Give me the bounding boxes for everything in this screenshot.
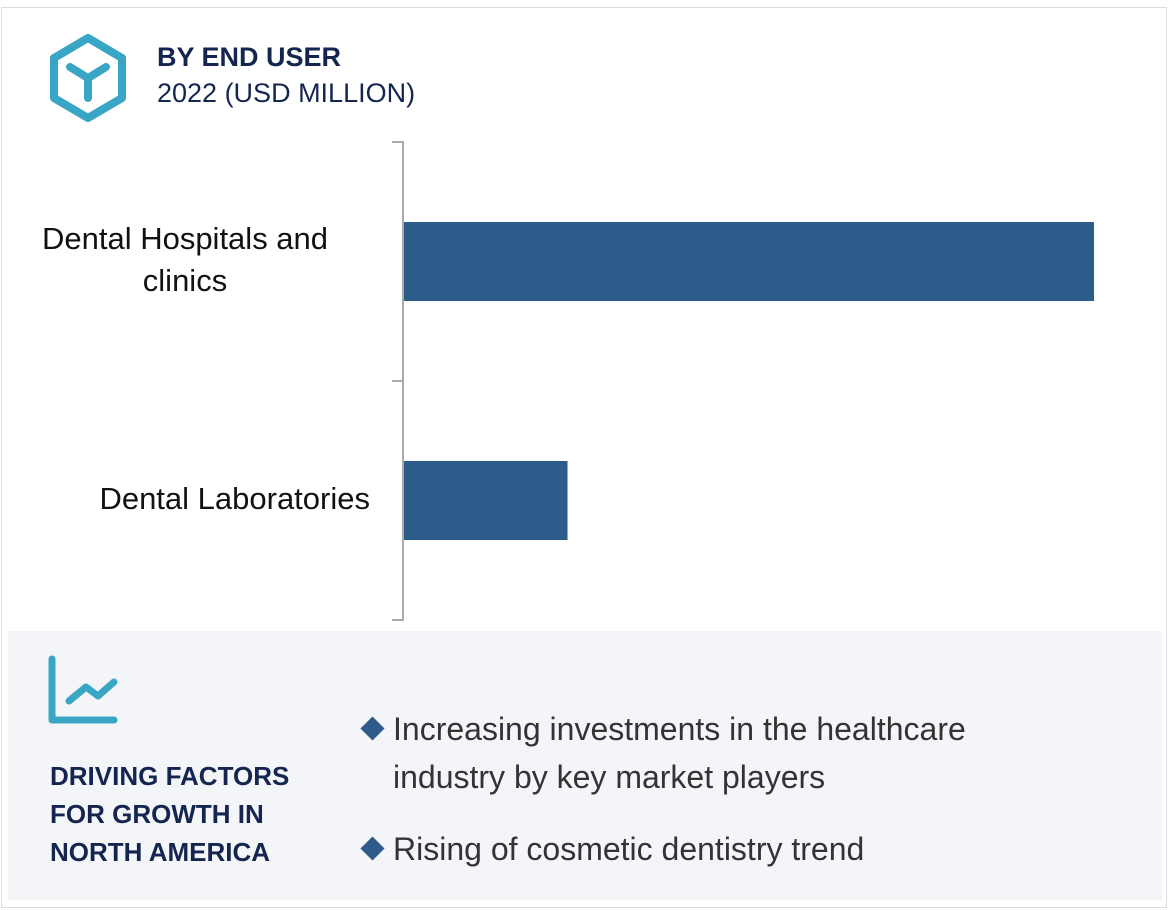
category-label: Dental Laboratories: [99, 481, 370, 516]
bar-dental-hospitals-and-clinics: [404, 222, 1094, 301]
diamond-bullet-icon: [360, 836, 385, 861]
bullet-item: Rising of cosmetic dentistry trend: [360, 825, 864, 873]
chart-subtitle: 2022 (USD MILLION): [157, 78, 416, 108]
y-axis: [392, 141, 404, 621]
bullet-item: Increasing investments in the healthcare…: [360, 705, 1040, 801]
chart-title: BY END USER: [157, 42, 342, 72]
driving-factors-panel: [8, 631, 1162, 900]
bar-dental-laboratories: [404, 461, 568, 540]
diamond-bullet-icon: [360, 716, 385, 741]
line-chart-icon: [48, 655, 118, 724]
driving-factors-heading: DRIVING FACTORS FOR GROWTH IN NORTH AMER…: [50, 761, 290, 867]
category-label: Dental Hospitals and clinics: [41, 221, 329, 298]
bar-chart: [392, 141, 1094, 621]
card: [1, 7, 1167, 908]
hexagon-y-icon: [50, 34, 126, 122]
